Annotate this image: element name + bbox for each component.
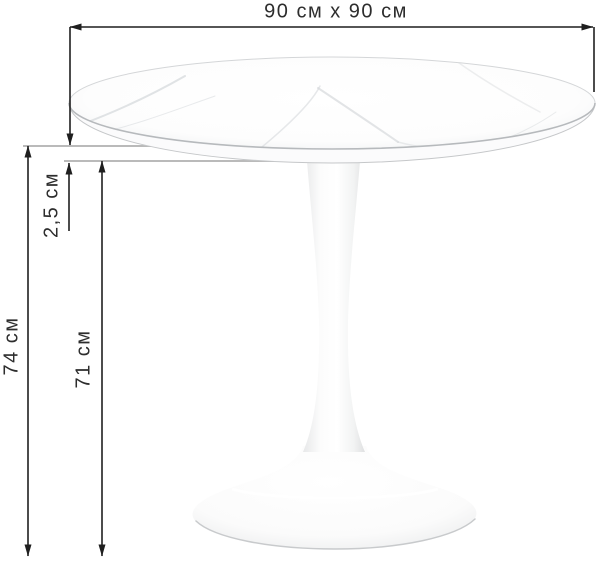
- leg-height-dimension-label: 71 см: [72, 329, 95, 389]
- marble-veins: [79, 57, 557, 149]
- width-dimension-label: 90 см x 90 см: [264, 0, 408, 23]
- tabletop-front-edge: [68, 102, 596, 150]
- table-illustration: [68, 56, 596, 550]
- dimension-lines: [24, 23, 595, 557]
- table-base-bottom-edge: [195, 518, 476, 550]
- tabletop-thickness-dimension-label: 2,5 см: [40, 171, 63, 239]
- total-height-dimension-label: 74 см: [0, 316, 23, 376]
- marble-vein: [261, 85, 321, 148]
- marble-vein: [317, 87, 399, 143]
- marble-vein: [451, 57, 541, 113]
- table-pedestal-column: [303, 148, 365, 452]
- table-base-highlight: [231, 487, 439, 500]
